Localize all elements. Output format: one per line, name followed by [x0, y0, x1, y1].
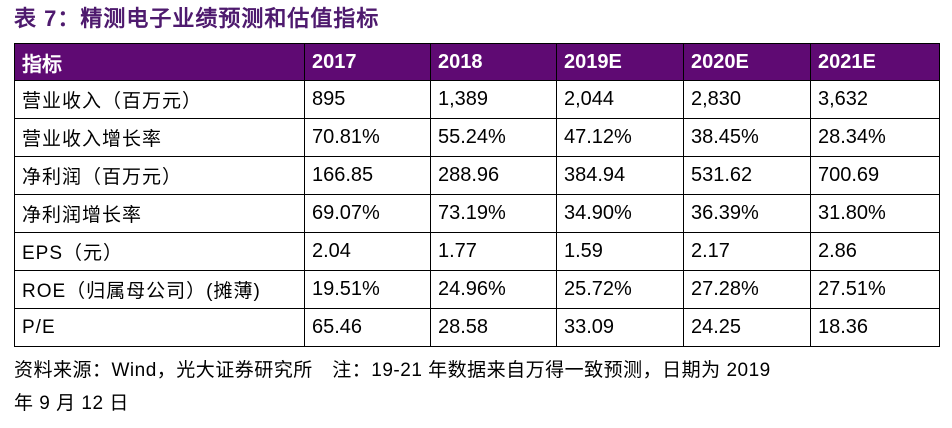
table-cell: 3,632 — [810, 80, 940, 119]
row-label: 净利润（百万元） — [14, 156, 305, 195]
table-cell: 33.09 — [556, 308, 684, 347]
table-row: 营业收入增长率 70.81% 55.24% 47.12% 38.45% 28.3… — [14, 118, 940, 157]
table-cell: 1.77 — [430, 232, 557, 271]
table-cell: 288.96 — [430, 156, 557, 195]
row-label: P/E — [14, 308, 305, 347]
source-note-line1: 资料来源：Wind，光大证券研究所 注：19-21 年数据来自万得一致预测，日期… — [14, 360, 771, 381]
row-label: EPS（元） — [14, 232, 305, 271]
table-cell: 2,830 — [683, 80, 811, 119]
table-cell: 2.17 — [683, 232, 811, 271]
table-cell: 700.69 — [810, 156, 940, 195]
header-2021e: 2021E — [810, 43, 940, 81]
header-2019e: 2019E — [556, 43, 684, 81]
row-label: ROE（归属母公司）(摊薄) — [14, 270, 305, 309]
header-2020e: 2020E — [683, 43, 811, 81]
table-row: ROE（归属母公司）(摊薄) 19.51% 24.96% 25.72% 27.2… — [14, 270, 940, 309]
header-row: 指标 2017 2018 2019E 2020E 2021E — [14, 43, 940, 81]
table-cell: 1.59 — [556, 232, 684, 271]
table-row: 营业收入（百万元） 895 1,389 2,044 2,830 3,632 — [14, 80, 940, 119]
table-cell: 166.85 — [304, 156, 431, 195]
table-cell: 27.28% — [683, 270, 811, 309]
source-note: 资料来源：Wind，光大证券研究所 注：19-21 年数据来自万得一致预测，日期… — [14, 354, 944, 420]
table-cell: 895 — [304, 80, 431, 119]
table-title: 表 7：精测电子业绩预测和估值指标 — [14, 6, 380, 31]
table-cell: 65.46 — [304, 308, 431, 347]
table-cell: 1,389 — [430, 80, 557, 119]
table-cell: 34.90% — [556, 194, 684, 233]
forecast-table: 指标 2017 2018 2019E 2020E 2021E 营业收入（百万元）… — [14, 43, 940, 347]
header-2018: 2018 — [430, 43, 557, 81]
table-cell: 25.72% — [556, 270, 684, 309]
table-cell: 24.25 — [683, 308, 811, 347]
source-note-line2: 年 9 月 12 日 — [14, 393, 129, 414]
table-cell: 2,044 — [556, 80, 684, 119]
table-cell: 73.19% — [430, 194, 557, 233]
table-row: 净利润增长率 69.07% 73.19% 34.90% 36.39% 31.80… — [14, 194, 940, 233]
table-cell: 31.80% — [810, 194, 940, 233]
table-cell: 28.58 — [430, 308, 557, 347]
table-cell: 24.96% — [430, 270, 557, 309]
row-label: 营业收入增长率 — [14, 118, 305, 157]
table-cell: 2.86 — [810, 232, 940, 271]
table-cell: 70.81% — [304, 118, 431, 157]
row-label: 营业收入（百万元） — [14, 80, 305, 119]
header-indicator: 指标 — [14, 43, 305, 81]
table-row: 净利润（百万元） 166.85 288.96 384.94 531.62 700… — [14, 156, 940, 195]
row-label: 净利润增长率 — [14, 194, 305, 233]
table-cell: 531.62 — [683, 156, 811, 195]
table-cell: 47.12% — [556, 118, 684, 157]
table-cell: 55.24% — [430, 118, 557, 157]
table-cell: 38.45% — [683, 118, 811, 157]
table-row: P/E 65.46 28.58 33.09 24.25 18.36 — [14, 308, 940, 347]
table-row: EPS（元） 2.04 1.77 1.59 2.17 2.86 — [14, 232, 940, 271]
table-cell: 2.04 — [304, 232, 431, 271]
table-cell: 36.39% — [683, 194, 811, 233]
table-cell: 69.07% — [304, 194, 431, 233]
table-cell: 19.51% — [304, 270, 431, 309]
header-2017: 2017 — [304, 43, 431, 81]
table-cell: 384.94 — [556, 156, 684, 195]
table-cell: 18.36 — [810, 308, 940, 347]
table-cell: 27.51% — [810, 270, 940, 309]
table-cell: 28.34% — [810, 118, 940, 157]
